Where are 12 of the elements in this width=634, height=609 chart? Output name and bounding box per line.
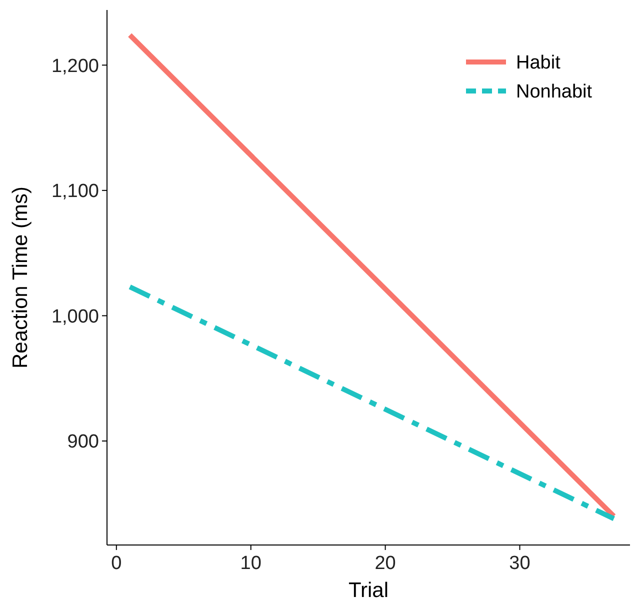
y-tick-label: 900 <box>67 432 99 453</box>
x-tick-label: 30 <box>509 553 530 574</box>
y-tick-label: 1,000 <box>51 306 99 328</box>
x-tick-label: 10 <box>240 553 262 574</box>
x-tick-label: 0 <box>111 553 122 574</box>
x-axis-title: Trial <box>348 579 389 602</box>
legend-label: Nonhabit <box>516 82 593 103</box>
x-tick-label: 20 <box>374 553 396 574</box>
y-tick-label: 1,200 <box>51 56 99 77</box>
y-tick-label: 1,100 <box>51 181 99 202</box>
y-axis-title: Reaction Time (ms) <box>9 186 32 369</box>
legend-label: Habit <box>516 52 562 74</box>
